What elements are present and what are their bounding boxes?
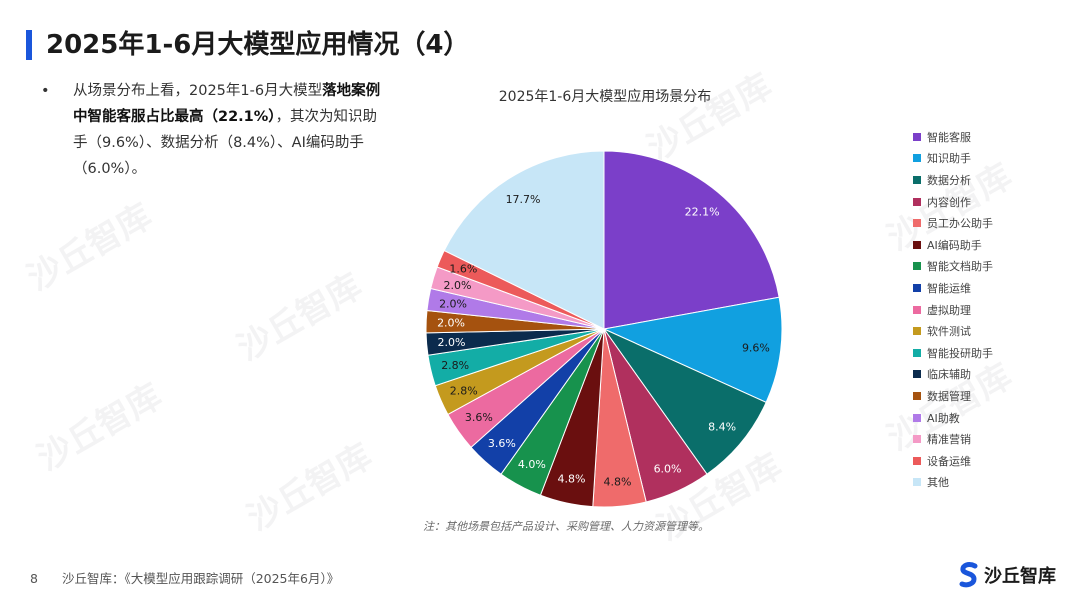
bullet-dot-icon: • (41, 83, 50, 99)
pie-data-label: 2.0% (443, 279, 471, 292)
pie-data-label: 22.1% (685, 205, 720, 218)
legend-item: 软件测试 (913, 320, 1073, 342)
legend-item: 其他 (913, 472, 1073, 494)
chart-legend: 智能客服知识助手数据分析内容创作员工办公助手 AI编码助手 智能文档助手 智能运维虚拟… (913, 126, 1073, 493)
legend-label: AI编码助手 (927, 238, 982, 252)
pie-data-label: 2.0% (439, 298, 467, 311)
pie-data-label: 1.6% (449, 263, 477, 276)
legend-swatch (913, 435, 921, 444)
legend-item: 数据管理 (913, 385, 1073, 407)
page-number: 8 (30, 571, 38, 586)
legend-label: 数据分析 (927, 173, 971, 187)
legend-swatch (913, 327, 921, 336)
legend-item: 智能文档助手 (913, 256, 1073, 278)
pie-data-label: 2.0% (437, 317, 465, 330)
legend-swatch (913, 370, 921, 379)
footer: 8 沙丘智库：《大模型应用跟踪调研（2025年6月）》 (30, 568, 339, 587)
logo-mark-icon (959, 562, 978, 588)
legend-label: 临床辅助 (927, 368, 971, 382)
legend-label: 软件测试 (927, 325, 971, 339)
legend-item: 内容创作 (913, 191, 1073, 213)
legend-item: 精准营销 (913, 428, 1073, 450)
pie-data-label: 2.0% (437, 336, 465, 349)
pie-slice (602, 327, 767, 475)
pie-slice (602, 296, 783, 404)
legend-item: AI编码助手 (913, 234, 1073, 256)
logo-text: 沙丘智库 (984, 566, 1056, 587)
legend-label: 员工办公助手 (927, 217, 993, 231)
pie-data-label: 3.6% (488, 437, 516, 450)
legend-swatch (913, 413, 921, 422)
legend-item: 虚拟助理 (913, 299, 1073, 321)
pie-data-label: 4.8% (603, 475, 631, 488)
pie-slice (443, 150, 605, 330)
legend-swatch (913, 305, 921, 314)
pie-data-label: 8.4% (708, 420, 736, 433)
legend-item: 智能投研助手 (913, 342, 1073, 364)
summary-text: 从场景分布上看，2025年1-6月大模型落地案例中智能客服占比最高（22.1%）… (73, 78, 384, 182)
legend-label: 智能客服 (927, 130, 971, 144)
legend-label: 数据管理 (927, 389, 971, 403)
legend-label: 其他 (927, 476, 949, 490)
legend-label: 虚拟助理 (927, 303, 971, 317)
summary-part3: ，其次为知识助手（9.6%）、数据分析（8.4%）、AI编码助手（6.0%）。 (73, 109, 378, 177)
legend-swatch (913, 175, 921, 184)
legend-label: 智能投研助手 (927, 346, 993, 360)
legend-swatch (913, 197, 921, 206)
legend-swatch (913, 391, 921, 400)
legend-label: 知识助手 (927, 152, 971, 166)
legend-label: 设备运维 (927, 454, 971, 468)
pie-data-label: 3.6% (465, 411, 493, 424)
pie-slice (603, 150, 780, 330)
pie-data-label: 4.8% (558, 473, 586, 486)
legend-swatch (913, 283, 921, 292)
legend-swatch (913, 348, 921, 357)
legend-label: 内容创作 (927, 195, 971, 209)
summary-bullet: • 从场景分布上看，2025年1-6月大模型落地案例中智能客服占比最高（22.1… (41, 78, 384, 182)
chart-note: 注：其他场景包括产品设计、采购管理、人力资源管理等。 (423, 520, 709, 533)
pie-data-label: 4.0% (518, 458, 546, 471)
page-title: 2025年1-6月大模型应用情况（4） (46, 30, 470, 60)
legend-item: 智能运维 (913, 277, 1073, 299)
legend-item: 智能客服 (913, 126, 1073, 148)
legend-item: 知识助手 (913, 148, 1073, 170)
brand-logo: 沙丘智库 (958, 562, 1056, 588)
pie-data-label: 17.7% (506, 193, 541, 206)
legend-item: AI助教 (913, 407, 1073, 429)
legend-swatch (913, 262, 921, 271)
legend-label: 智能文档助手 (927, 260, 993, 274)
pie-data-label: 2.8% (450, 384, 478, 397)
legend-swatch (913, 478, 921, 487)
summary-highlight: 落地案例中智能客服占比最高（22.1%） (73, 83, 381, 125)
legend-item: 员工办公助手 (913, 212, 1073, 234)
summary-part1: 从场景分布上看，2025年1-6月大模型 (73, 83, 323, 99)
legend-swatch (913, 240, 921, 249)
legend-swatch (913, 456, 921, 465)
footer-source: 沙丘智库：《大模型应用跟踪调研（2025年6月）》 (61, 571, 340, 586)
title-accent-bar (26, 30, 32, 60)
pie-data-label: 6.0% (654, 462, 682, 475)
legend-item: 临床辅助 (913, 364, 1073, 386)
chart-title: 2025年1-6月大模型应用场景分布 (498, 89, 712, 105)
pie-data-label: 9.6% (742, 342, 770, 355)
legend-swatch (913, 154, 921, 163)
legend-label: AI助教 (927, 411, 960, 425)
pie-data-label: 2.8% (441, 359, 469, 372)
legend-item: 设备运维 (913, 450, 1073, 472)
legend-swatch (913, 132, 921, 141)
legend-item: 数据分析 (913, 169, 1073, 191)
legend-label: 智能运维 (927, 281, 971, 295)
legend-swatch (913, 219, 921, 228)
legend-label: 精准营销 (927, 433, 971, 447)
